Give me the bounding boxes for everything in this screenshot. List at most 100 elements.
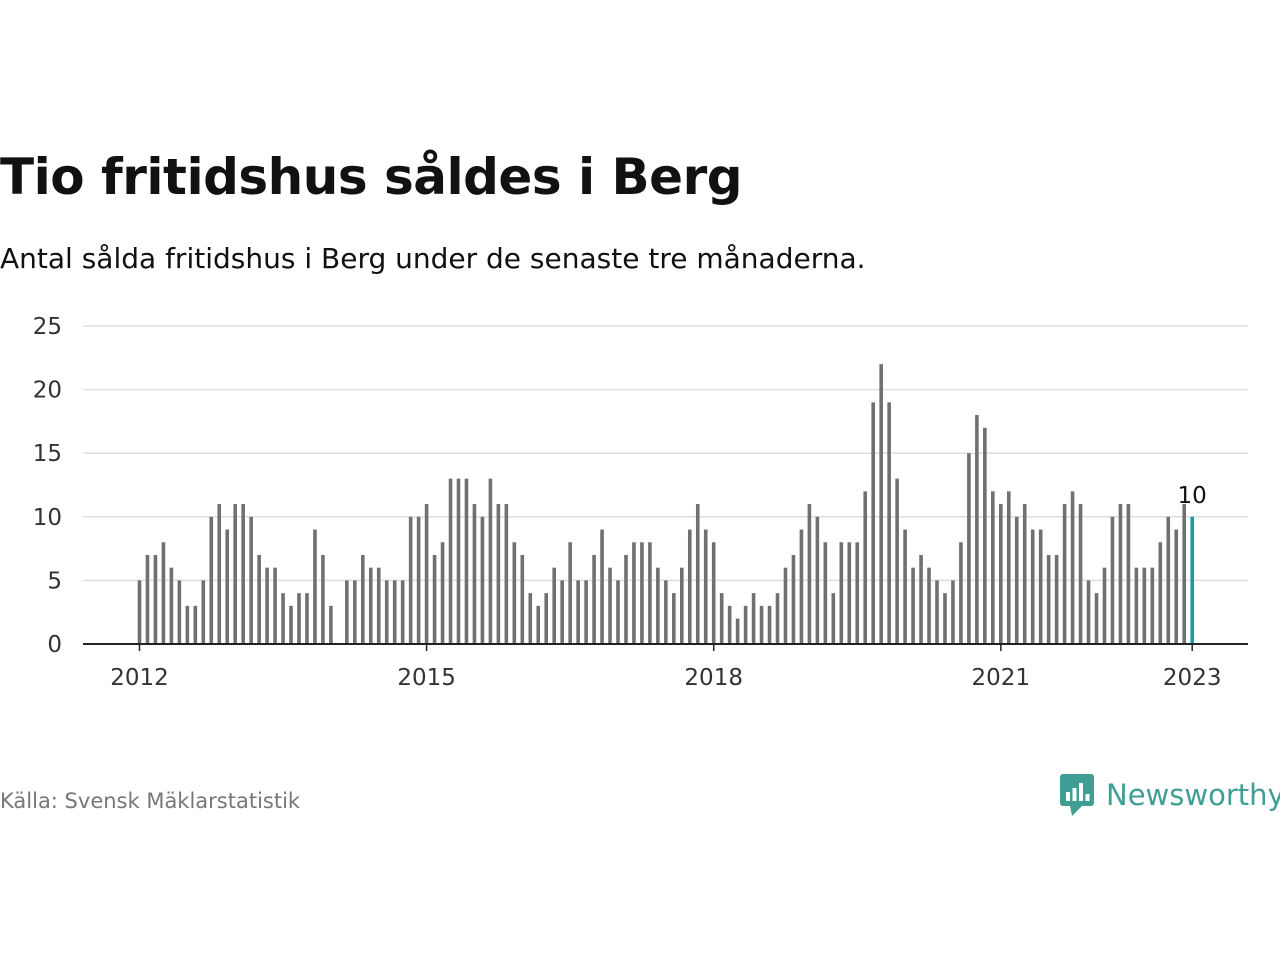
bar bbox=[999, 504, 1003, 644]
bar bbox=[1038, 529, 1043, 644]
bar-highlight bbox=[1190, 516, 1194, 644]
bar bbox=[225, 529, 230, 644]
bar bbox=[408, 516, 413, 644]
bar bbox=[983, 427, 987, 644]
bar bbox=[456, 478, 461, 644]
bar bbox=[568, 542, 572, 644]
bar bbox=[201, 580, 206, 644]
bar bbox=[257, 554, 261, 644]
chart-subtitle: Antal sålda fritidshus i Berg under de s… bbox=[0, 242, 866, 275]
bar bbox=[392, 580, 397, 644]
bar bbox=[783, 567, 788, 644]
bar bbox=[217, 504, 222, 644]
bar bbox=[975, 415, 979, 644]
bar bbox=[1174, 529, 1179, 644]
brand-name: Newsworthy bbox=[1106, 778, 1280, 812]
bar bbox=[600, 529, 604, 644]
bar bbox=[887, 402, 891, 644]
bar bbox=[959, 542, 963, 644]
bar bbox=[424, 504, 429, 644]
bar bbox=[544, 593, 549, 644]
bar bbox=[927, 567, 931, 644]
bar bbox=[1134, 567, 1139, 644]
bar bbox=[472, 504, 477, 644]
bar bbox=[241, 504, 245, 644]
bar bbox=[871, 402, 875, 644]
bar bbox=[919, 554, 923, 644]
bar-chart: 0 5 10 15 20 25 10 2012 2015 2018 2021 2023 bbox=[33, 314, 1248, 691]
bar bbox=[145, 554, 150, 644]
bar bbox=[289, 605, 293, 644]
bar bbox=[608, 567, 612, 644]
bar bbox=[1022, 504, 1027, 644]
bar bbox=[249, 516, 253, 644]
bar bbox=[1110, 516, 1115, 644]
bar bbox=[376, 567, 381, 644]
bar bbox=[1166, 516, 1171, 644]
bar bbox=[735, 618, 740, 644]
bar bbox=[895, 478, 899, 644]
bar bbox=[943, 593, 947, 644]
bar bbox=[1046, 554, 1051, 644]
bar bbox=[1054, 554, 1059, 644]
bar bbox=[496, 504, 501, 644]
bar bbox=[967, 453, 971, 644]
last-value-label: 10 bbox=[1178, 483, 1207, 509]
bar bbox=[815, 516, 820, 644]
bar bbox=[616, 580, 620, 644]
bar bbox=[791, 554, 796, 644]
bar bbox=[592, 554, 596, 644]
bar bbox=[719, 593, 724, 644]
newsworthy-logo-icon bbox=[1060, 774, 1094, 816]
bar bbox=[464, 478, 469, 644]
y-tick-label: 10 bbox=[33, 505, 62, 531]
x-tick-label: 2021 bbox=[972, 665, 1031, 691]
bar bbox=[161, 542, 166, 644]
bar bbox=[903, 529, 907, 644]
bars bbox=[137, 364, 1194, 644]
bar bbox=[584, 580, 588, 644]
bar bbox=[624, 554, 628, 644]
bar bbox=[727, 605, 732, 644]
bar bbox=[488, 478, 493, 644]
bar bbox=[831, 593, 836, 644]
bar bbox=[353, 580, 357, 644]
bar bbox=[1102, 567, 1107, 644]
bar bbox=[153, 554, 158, 644]
bar bbox=[656, 567, 660, 644]
bar bbox=[440, 542, 445, 644]
bar bbox=[1078, 504, 1083, 644]
bar bbox=[823, 542, 828, 644]
bar bbox=[879, 364, 883, 644]
bar bbox=[480, 516, 485, 644]
bar bbox=[504, 504, 509, 644]
bar bbox=[680, 567, 684, 644]
bar bbox=[177, 580, 182, 644]
bar bbox=[313, 529, 317, 644]
bar bbox=[743, 605, 748, 644]
bar bbox=[416, 516, 421, 644]
bar bbox=[664, 580, 668, 644]
bar bbox=[1062, 504, 1067, 644]
bar bbox=[560, 580, 564, 644]
bar bbox=[512, 542, 517, 644]
bar bbox=[1142, 567, 1147, 644]
bar bbox=[305, 593, 309, 644]
bar bbox=[839, 542, 844, 644]
bar bbox=[1030, 529, 1035, 644]
bar bbox=[273, 567, 277, 644]
bar bbox=[520, 554, 525, 644]
bar bbox=[807, 504, 812, 644]
bar bbox=[632, 542, 636, 644]
grid-lines bbox=[83, 325, 1248, 582]
bar bbox=[648, 542, 652, 644]
bar bbox=[169, 567, 174, 644]
bar bbox=[361, 554, 365, 644]
y-tick-label: 25 bbox=[33, 314, 62, 340]
bar bbox=[775, 593, 780, 644]
bar bbox=[528, 593, 533, 644]
bar bbox=[329, 605, 333, 644]
x-tick-label: 2023 bbox=[1163, 665, 1222, 691]
bar bbox=[281, 593, 285, 644]
bar bbox=[432, 554, 437, 644]
